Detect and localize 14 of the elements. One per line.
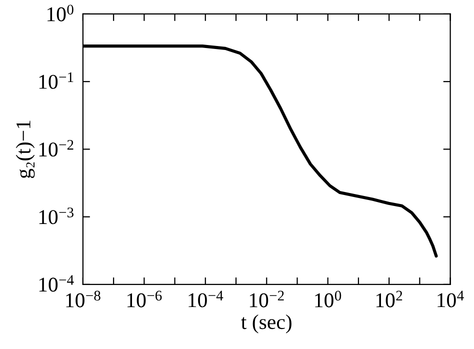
x-tick-label: 10$^{4}$: [438, 290, 464, 308]
x-tick-label: 10$^{−6}$: [127, 290, 162, 308]
y-tick-label: 10$^{−2}$: [39, 140, 74, 157]
x-tick-label: 10$^{−4}$: [188, 290, 224, 308]
y-tick-label: 10$^{0}$: [47, 4, 74, 22]
y-tick-label: 10$^{−1}$: [39, 72, 74, 89]
x-tick-label: 10$^{0}$: [315, 290, 342, 308]
x-tick-label: 10$^{−8}$: [66, 290, 100, 308]
y-tick-label: 10$^{−4}$: [39, 275, 74, 292]
x-tick-label: 10$^{2}$: [376, 290, 402, 308]
y-tick-label: 10$^{−3}$: [39, 208, 74, 224]
x-tick-label: 10$^{−2}$: [250, 290, 284, 308]
y-axis-title: g₂(t)−1: [16, 120, 35, 178]
x-axis-title: t (sec): [241, 314, 292, 334]
